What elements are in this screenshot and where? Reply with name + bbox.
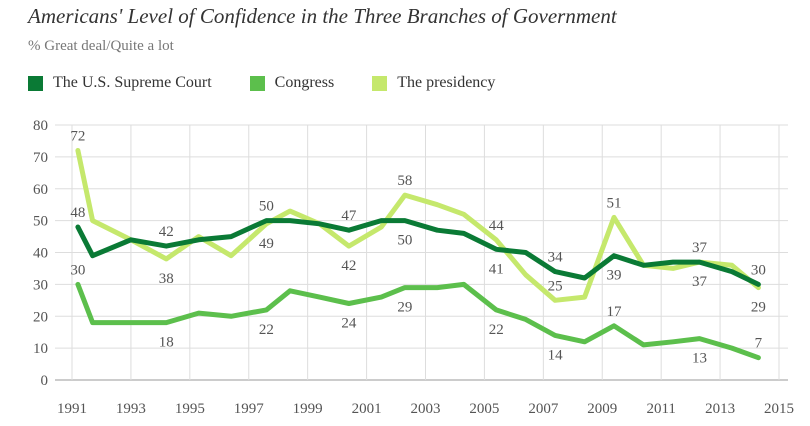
y-tick-label: 30	[33, 277, 48, 293]
data-label: 37	[692, 274, 708, 290]
y-tick-label: 70	[33, 150, 48, 166]
data-label: 58	[397, 173, 412, 189]
data-label: 49	[259, 236, 274, 252]
y-tick-label: 10	[33, 341, 48, 357]
chart-title: Americans' Level of Confidence in the Th…	[28, 4, 617, 28]
data-label: 39	[607, 268, 622, 284]
legend: The U.S. Supreme Court Congress The pres…	[28, 74, 533, 92]
data-label: 30	[70, 262, 85, 278]
legend-label-supreme-court: The U.S. Supreme Court	[53, 74, 212, 91]
data-label: 7	[755, 336, 763, 352]
data-label: 17	[607, 304, 623, 320]
legend-swatch-congress	[249, 75, 265, 91]
x-tick-label: 2007	[528, 401, 559, 417]
data-label: 29	[397, 300, 412, 316]
y-tick-label: 80	[33, 118, 48, 134]
y-tick-label: 20	[33, 309, 48, 325]
x-tick-label: 1993	[116, 401, 146, 417]
legend-label-congress: Congress	[274, 74, 335, 91]
data-label: 29	[751, 300, 766, 316]
series-lines	[75, 148, 761, 361]
x-tick-label: 2013	[705, 401, 735, 417]
legend-item-supreme-court: The U.S. Supreme Court	[28, 74, 212, 92]
data-label: 25	[548, 278, 563, 294]
data-label: 72	[70, 129, 85, 145]
data-label: 42	[159, 224, 174, 240]
legend-item-presidency: The presidency	[372, 74, 495, 92]
y-axis-ticks: 0 10 20 30 40 50 60 70 80	[33, 118, 48, 389]
x-tick-label: 2015	[764, 401, 794, 417]
data-label: 50	[397, 233, 412, 249]
chart-subtitle: % Great deal/Quite a lot	[28, 38, 174, 54]
x-tick-label: 1999	[293, 401, 323, 417]
y-tick-label: 40	[33, 246, 48, 262]
data-label: 47	[341, 208, 357, 224]
data-label: 41	[489, 261, 504, 277]
data-label: 30	[751, 262, 766, 278]
x-tick-label: 2005	[469, 401, 499, 417]
data-label: 38	[159, 271, 174, 287]
series-line-supreme-court	[75, 218, 761, 287]
x-tick-label: 2011	[646, 401, 675, 417]
legend-item-congress: Congress	[249, 74, 335, 92]
data-labels: 48 30 72 42 38 18 50 49 22 47 42 24 58 50 29 44 41 22 34 25…	[70, 129, 765, 367]
data-label: 22	[259, 322, 274, 338]
legend-swatch-presidency	[372, 75, 388, 91]
x-tick-label: 2001	[352, 401, 382, 417]
x-tick-label: 2003	[411, 401, 441, 417]
x-axis-ticks: 1991 1993 1995 1997 1999 2001 2003 2005 2007 2009…	[57, 401, 794, 417]
data-label: 51	[607, 195, 622, 211]
y-tick-label: 0	[41, 373, 49, 389]
y-tick-label: 60	[33, 182, 48, 198]
grid	[55, 124, 788, 381]
data-label: 50	[259, 199, 274, 215]
legend-label-presidency: The presidency	[397, 74, 496, 91]
data-label: 13	[692, 351, 707, 367]
x-tick-label: 1995	[175, 401, 205, 417]
data-label: 48	[70, 205, 85, 221]
data-label: 37	[692, 240, 708, 256]
data-label: 34	[548, 250, 564, 266]
series-line-congress	[75, 281, 761, 361]
data-label: 42	[341, 258, 356, 274]
data-label: 24	[341, 316, 357, 332]
legend-swatch-supreme-court	[28, 75, 43, 91]
x-tick-label: 1997	[234, 401, 265, 417]
x-tick-label: 1991	[57, 401, 87, 417]
data-label: 44	[489, 218, 505, 234]
data-label: 18	[159, 335, 174, 351]
y-tick-label: 50	[33, 214, 48, 230]
data-label: 14	[548, 347, 564, 363]
x-tick-label: 2009	[587, 401, 617, 417]
data-label: 22	[489, 322, 504, 338]
